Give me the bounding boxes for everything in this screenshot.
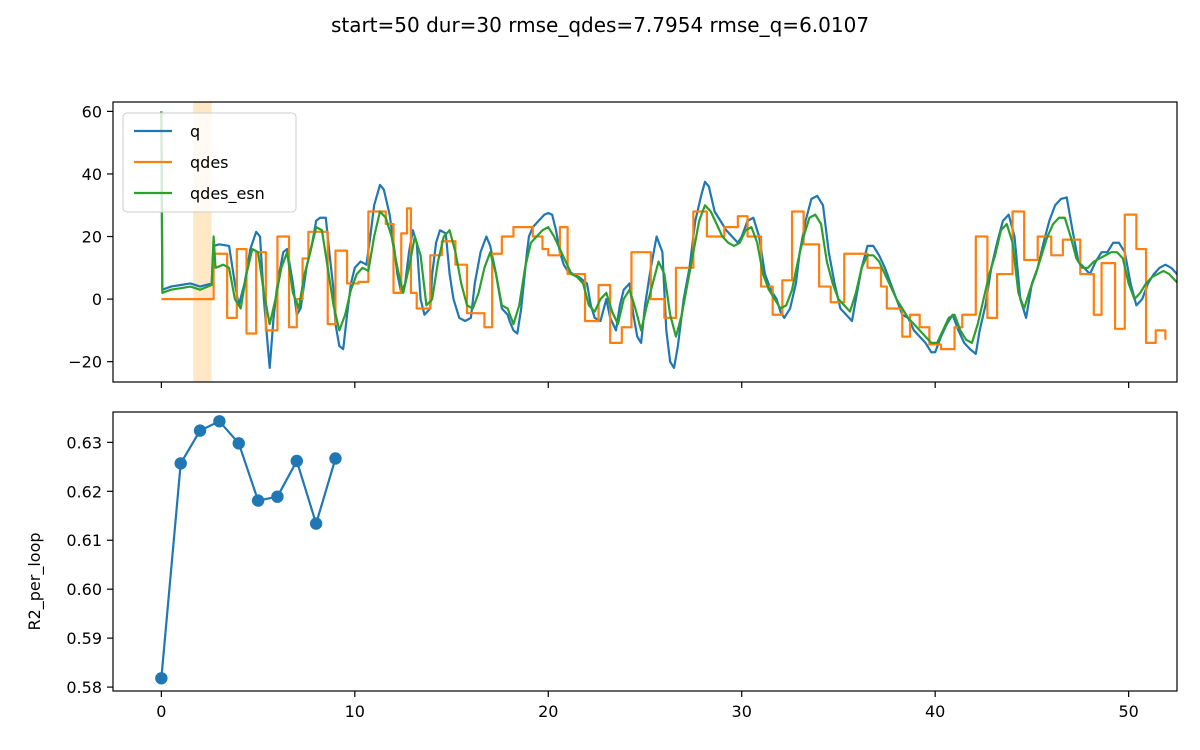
top-plot: −20 0 20 40 60 q qdes qdes_esn [68,101,1178,388]
series-line-r2 [160,420,337,679]
data-point-0 [155,672,168,685]
y-tick-label: 0.63 [66,433,102,452]
legend: q qdes qdes_esn [122,112,297,213]
figure-title: start=50 dur=30 rmse_qdes=7.7954 rmse_q=… [330,13,870,37]
series-line-qdes-esn [160,111,1177,344]
x-tick-label: 0 [156,702,166,721]
x-tick-label: 50 [1118,702,1138,721]
y-tick-label: 0.60 [66,580,102,599]
y-tick-label: 40 [82,165,102,184]
data-point-9 [329,452,342,465]
legend-label-qdes: qdes [190,153,229,172]
legend-box [122,112,297,213]
legend-label-q: q [190,122,200,141]
plot-area [155,415,342,685]
data-point-3 [213,415,226,428]
axes-frame [112,101,1178,383]
y-axis-label: R2_per_loop [25,532,45,630]
data-point-2 [193,424,207,437]
y-tick-label: −20 [68,353,102,372]
data-point-8 [309,517,323,530]
y-tick-label: 20 [82,228,102,247]
data-point-1 [174,457,187,470]
y-tick-label: 60 [82,102,102,121]
axes-frame [112,411,1178,692]
legend-label-qdes-esn: qdes_esn [190,184,265,204]
data-point-5 [251,494,265,507]
data-point-7 [290,454,303,468]
series-line-q [160,111,1177,370]
y-tick-label: 0.61 [66,531,102,550]
data-point-6 [271,490,284,503]
series-line-qdes [161,207,1167,351]
x-tick-label: 30 [732,702,752,721]
y-tick-label: 0.62 [66,482,102,501]
x-tick-label: 20 [538,702,558,721]
x-tick-label: 40 [925,702,945,721]
bottom-plot: 0 10 20 30 40 50 0.58 0.59 0.60 0.61 0.62 0.63 R2_pe… [25,411,1178,721]
plot-area [160,111,1177,370]
x-tick-label: 10 [345,702,365,721]
y-tick-label: 0 [92,290,102,309]
data-point-4 [232,437,245,450]
y-tick-label: 0.58 [66,678,102,697]
y-tick-label: 0.59 [66,629,102,648]
